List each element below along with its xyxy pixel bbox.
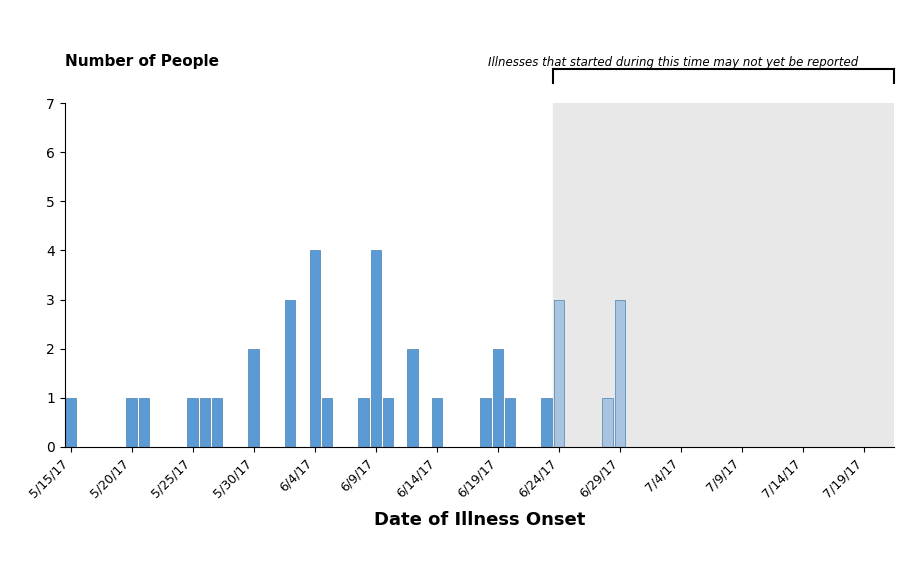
Text: Number of People: Number of People [65, 54, 219, 69]
Bar [249, 349, 259, 447]
Bar [408, 349, 418, 447]
Bar [492, 349, 502, 447]
Text: Illnesses that started during this time may not yet be reported: Illnesses that started during this time … [488, 56, 858, 69]
Bar [553, 300, 564, 447]
Bar [285, 300, 295, 447]
Bar [504, 398, 515, 447]
Bar [383, 398, 393, 447]
Bar [322, 398, 332, 447]
Bar [200, 398, 210, 447]
Bar [480, 398, 491, 447]
Bar [138, 398, 149, 447]
Bar [552, 103, 894, 447]
Bar [310, 250, 320, 447]
Bar [212, 398, 222, 447]
X-axis label: Date of Illness Onset: Date of Illness Onset [373, 511, 585, 529]
Bar [65, 398, 76, 447]
Bar [541, 398, 551, 447]
Bar [187, 398, 198, 447]
Bar [602, 398, 613, 447]
Bar [359, 398, 369, 447]
Bar [615, 300, 625, 447]
Bar [126, 398, 136, 447]
Bar [431, 398, 442, 447]
Bar [371, 250, 381, 447]
